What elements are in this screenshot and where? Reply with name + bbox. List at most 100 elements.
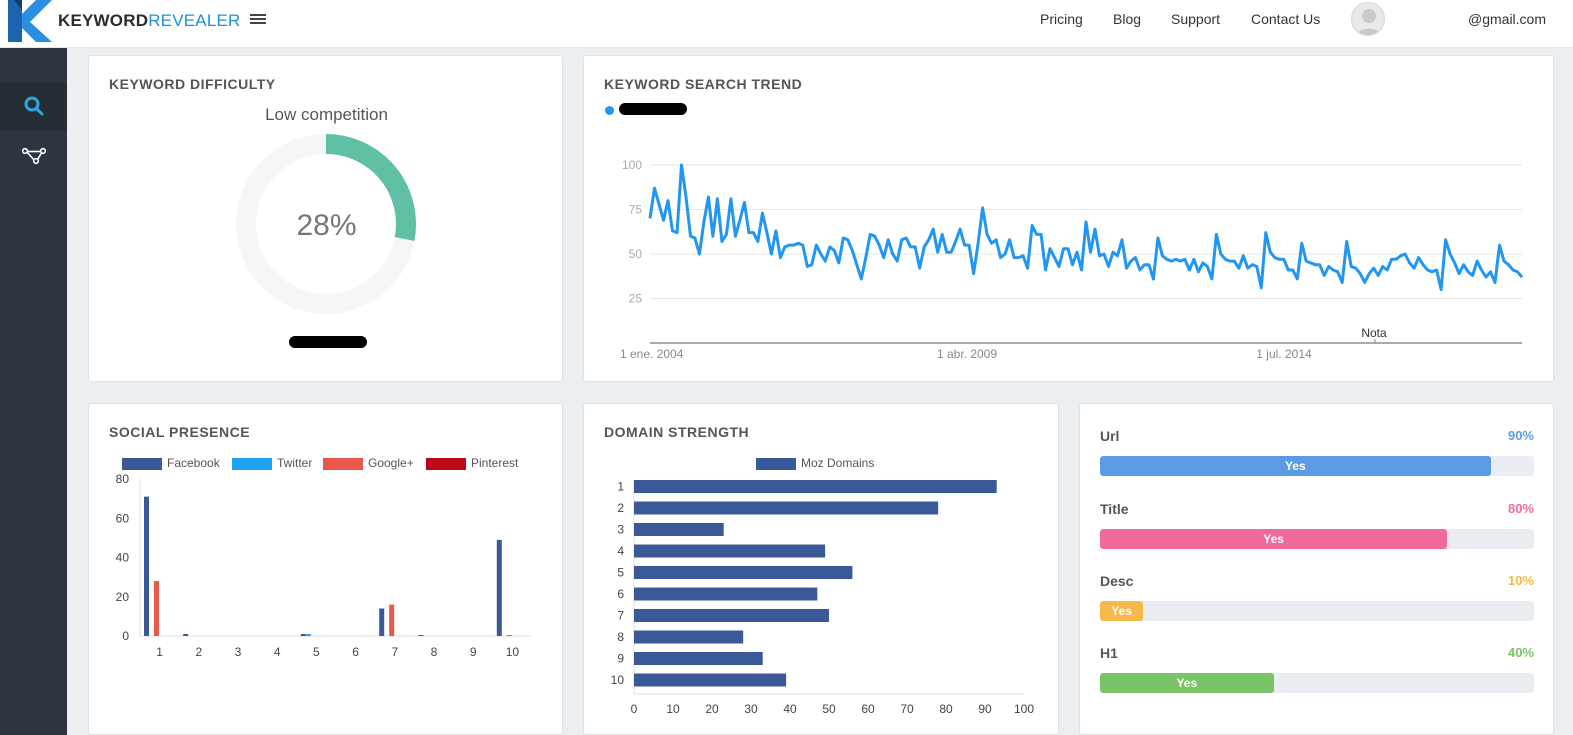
social-bar [379,608,385,636]
brand-logo[interactable]: KEYWORDREVEALER [6,0,241,42]
social-legend-label: Twitter [277,456,312,470]
user-email[interactable]: @gmail.com [1468,11,1547,27]
domain-y-tick-label: 2 [617,501,624,515]
domain-x-tick-label: 50 [822,702,836,716]
domain-bar [634,480,997,493]
social-legend-swatch [232,458,272,470]
social-y-tick-label: 20 [116,590,130,604]
trend-y-tick-label: 50 [629,247,643,261]
social-bar [305,634,311,636]
domain-x-tick-label: 60 [861,702,875,716]
domain-y-tick-label: 7 [617,609,624,623]
top-navbar: KEYWORDREVEALER Pricing Blog Support Con… [0,0,1573,48]
sidebar-item-search[interactable] [0,82,67,130]
seo-row-percent: 40% [1507,645,1534,660]
network-icon [21,147,46,165]
trend-y-tick-label: 100 [622,158,642,172]
seo-progress-fill: Yes [1100,529,1448,549]
trend-legend-dot [605,106,614,115]
social-y-tick-label: 60 [116,511,130,525]
seo-progress-fill: Yes [1100,601,1144,621]
domain-y-tick-label: 10 [611,673,625,687]
social-x-tick-label: 9 [470,645,477,659]
social-bar-chart: Facebook Twitter Google+ Pinterest 0 20 40 60 80… [116,456,532,659]
domain-x-tick-label: 20 [705,702,719,716]
social-x-tick-label: 2 [195,645,202,659]
domain-legend-swatch [756,458,796,470]
difficulty-subtitle: Low competition [265,105,388,124]
social-bar [418,635,424,636]
brand-name: KEYWORDREVEALER [58,11,241,31]
domain-legend-label: Moz Domains [801,456,874,470]
domain-y-tick-label: 5 [617,566,624,580]
trend-x-tick-label: 1 abr. 2009 [937,347,997,361]
social-legend-label: Pinterest [471,456,519,470]
keyword-search-trend-card: KEYWORD SEARCH TREND 25 50 75 100 1 ene. 200… [583,55,1554,382]
sidebar [0,48,67,735]
search-icon [24,96,43,116]
donut-value-arc [236,134,416,314]
keyword-revealer-logo-icon [8,0,52,42]
redacted-keyword [289,336,367,348]
social-legend-label: Facebook [167,456,221,470]
domain-bar [634,587,818,601]
social-presence-title: SOCIAL PRESENCE [109,424,251,440]
trend-x-tick-label: 1 jul. 2014 [1256,347,1312,361]
sidebar-item-links[interactable] [0,132,67,180]
seo-row-label: H1 [1100,645,1118,661]
trend-line-chart: 25 50 75 100 1 ene. 2004 1 abr. 2009 1 jul. 20… [620,158,1524,361]
social-presence-card: SOCIAL PRESENCE Facebook Twitter Google+ Pi… [88,403,563,735]
difficulty-percent: 28% [296,209,357,242]
domain-bar [634,566,853,579]
social-y-tick-label: 80 [116,472,130,486]
keyword-difficulty-card: KEYWORD DIFFICULTY Low competition 28% [88,55,563,382]
seo-progress-track: Yes [1100,601,1534,621]
user-avatar[interactable] [1351,2,1385,36]
social-bar [144,496,149,636]
seo-row-percent: 80% [1507,501,1534,516]
trend-y-tick-label: 25 [629,292,643,306]
domain-bar [634,544,826,558]
keyword-difficulty-title: KEYWORD DIFFICULTY [109,76,276,92]
domain-y-tick-label: 4 [617,544,624,558]
domain-x-tick-label: 80 [939,702,953,716]
trend-x-tick-label: 1 ene. 2004 [620,347,684,361]
seo-progress-fill: Yes [1100,673,1274,693]
social-x-tick-label: 10 [506,645,520,659]
social-bar [389,604,395,636]
menu-toggle-icon[interactable] [250,12,266,28]
social-x-tick-label: 1 [156,645,163,659]
brand-keyword: KEYWORD [58,11,149,30]
seo-row-label: Url [1100,428,1120,444]
seo-progress-fill: Yes [1100,456,1491,476]
search-trend-title: KEYWORD SEARCH TREND [604,76,803,92]
social-x-tick-label: 5 [313,645,320,659]
domain-y-tick-label: 3 [617,523,624,537]
domain-bar [634,609,829,622]
social-bar [183,634,189,636]
trend-annotation-label: Nota [1361,326,1387,340]
nav-support-link[interactable]: Support [1171,11,1221,27]
domain-x-tick-label: 10 [666,702,680,716]
domain-bar [634,523,724,536]
top-nav: Pricing Blog Support Contact Us [0,0,1573,40]
social-bar [496,539,502,636]
difficulty-donut [236,134,416,314]
social-x-tick-label: 6 [352,645,359,659]
redacted-series-name [619,103,687,115]
social-legend-swatch [426,458,466,470]
social-bar [154,581,159,636]
domain-bar [634,630,744,644]
nav-contact-link[interactable]: Contact Us [1251,11,1321,27]
social-x-tick-label: 8 [431,645,438,659]
nav-pricing-link[interactable]: Pricing [1040,11,1083,27]
seo-row-label: Desc [1100,573,1134,589]
domain-x-tick-label: 0 [631,702,638,716]
domain-bar [634,501,939,515]
domain-strength-title: DOMAIN STRENGTH [604,424,750,440]
trend-series-line [648,163,1524,292]
seo-progress-track: Yes [1100,673,1534,693]
onpage-seo-card: Url 90% Yes Title 80% Yes Desc 10% Yes H1 40% Yes [1079,403,1554,735]
nav-blog-link[interactable]: Blog [1113,11,1142,27]
domain-y-tick-label: 8 [617,630,624,644]
